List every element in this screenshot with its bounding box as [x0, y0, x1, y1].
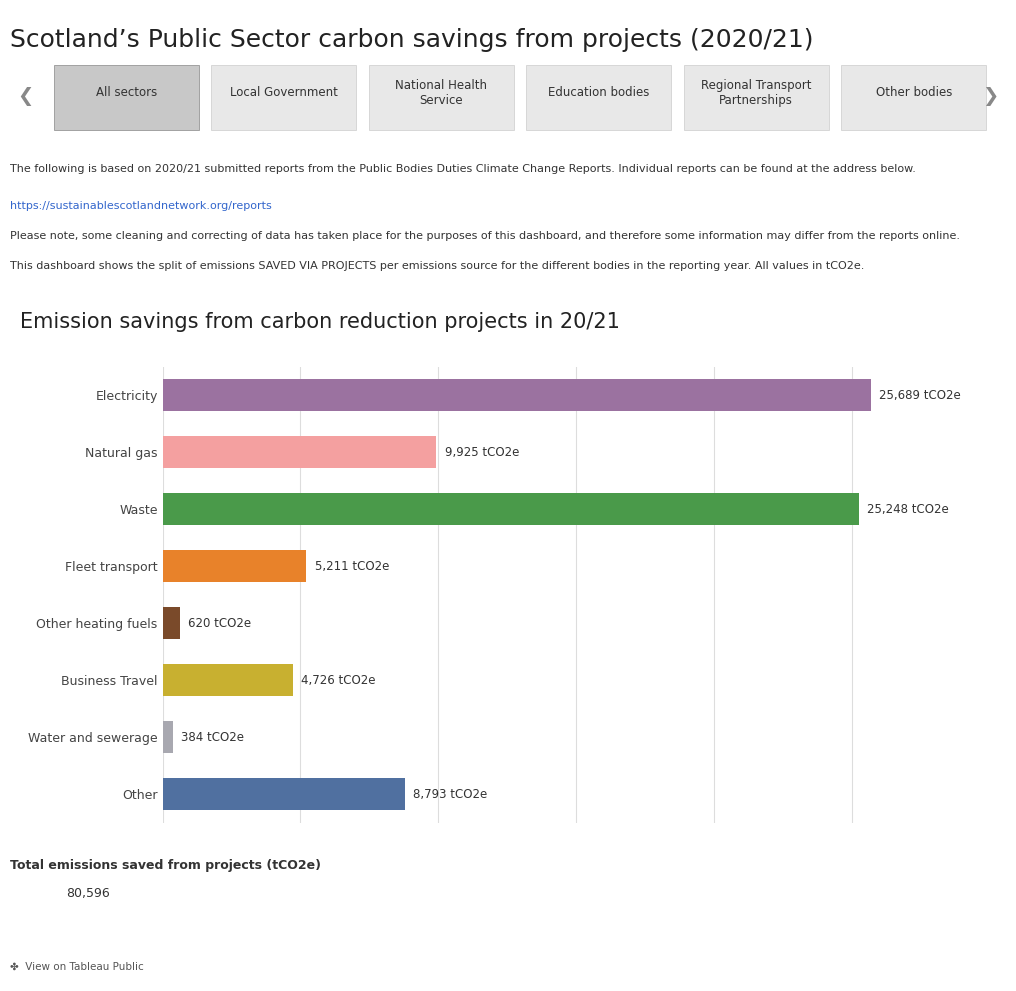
FancyBboxPatch shape [211, 64, 357, 130]
Bar [163, 721, 173, 753]
Text: ❮: ❮ [17, 86, 34, 106]
Bar [163, 778, 405, 810]
Text: The following is based on 2020/21 submitted reports from the Public Bodies Dutie: The following is based on 2020/21 submit… [10, 164, 916, 173]
Text: Scotland’s Public Sector carbon savings from projects (2020/21): Scotland’s Public Sector carbon savings … [10, 28, 814, 52]
Text: 80,596: 80,596 [66, 887, 110, 900]
Text: 25,248 tCO2e: 25,248 tCO2e [867, 502, 949, 515]
Text: This dashboard shows the split of emissions SAVED VIA PROJECTS per emissions sou: This dashboard shows the split of emissi… [10, 261, 865, 271]
FancyBboxPatch shape [526, 64, 672, 130]
Text: 384 tCO2e: 384 tCO2e [182, 730, 245, 743]
Text: https://sustainablescotlandnetwork.org/reports: https://sustainablescotlandnetwork.org/r… [10, 201, 272, 211]
Text: National Health
Service: National Health Service [395, 79, 488, 107]
Text: 8,793 tCO2e: 8,793 tCO2e [414, 788, 488, 801]
Bar [163, 380, 871, 411]
Text: Emission savings from carbon reduction projects in 20/21: Emission savings from carbon reduction p… [20, 312, 620, 332]
Text: Other bodies: Other bodies [876, 86, 952, 99]
Text: 5,211 tCO2e: 5,211 tCO2e [315, 560, 389, 573]
FancyBboxPatch shape [841, 64, 987, 130]
Text: Please note, some cleaning and correcting of data has taken place for the purpos: Please note, some cleaning and correctin… [10, 231, 960, 241]
Bar [163, 550, 306, 582]
Bar [163, 494, 859, 525]
Text: Education bodies: Education bodies [549, 86, 649, 99]
Bar [163, 607, 180, 639]
Bar [163, 664, 293, 696]
Text: Regional Transport
Partnerships: Regional Transport Partnerships [701, 79, 812, 107]
Text: 4,726 tCO2e: 4,726 tCO2e [301, 674, 376, 687]
Text: Total emissions saved from projects (tCO2e): Total emissions saved from projects (tCO… [10, 859, 321, 872]
Bar [163, 436, 436, 468]
Text: ✤  View on Tableau Public: ✤ View on Tableau Public [10, 961, 144, 971]
FancyBboxPatch shape [369, 64, 514, 130]
Text: ❯: ❯ [982, 86, 999, 106]
Text: 620 tCO2e: 620 tCO2e [188, 616, 251, 629]
Text: 9,925 tCO2e: 9,925 tCO2e [445, 446, 519, 459]
Text: 25,689 tCO2e: 25,689 tCO2e [879, 388, 961, 401]
Text: All sectors: All sectors [96, 86, 157, 99]
Text: Local Government: Local Government [230, 86, 337, 99]
FancyBboxPatch shape [684, 64, 829, 130]
FancyBboxPatch shape [54, 64, 199, 130]
